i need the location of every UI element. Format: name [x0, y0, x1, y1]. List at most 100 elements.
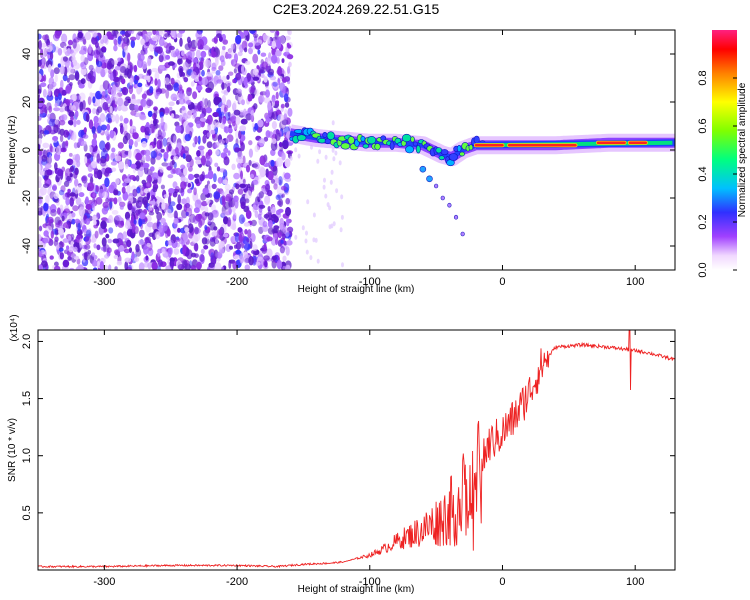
noise-speckle [147, 205, 153, 211]
noise-speckle [38, 164, 42, 173]
noise-speckle [288, 61, 292, 68]
noise-speckle [165, 265, 172, 270]
snr-ytick-label: 1.0 [21, 448, 33, 463]
noise-speckle [117, 142, 124, 149]
snr-xlabel: Height of straight line (km) [298, 584, 415, 595]
noise-speckle [63, 129, 70, 138]
noise-speckle [258, 138, 265, 147]
noise-speckle [84, 244, 91, 250]
noise-speckle [103, 244, 110, 253]
noise-speckle [122, 89, 126, 95]
noise-speckle [104, 89, 108, 98]
noise-speckle [271, 228, 278, 234]
noise-speckle [158, 259, 163, 267]
colorbar-gradient [712, 30, 737, 270]
spectrogram-xtick-label: 100 [626, 276, 644, 288]
noise-speckle [153, 137, 157, 146]
noise-speckle [187, 50, 192, 60]
noise-speckle [265, 86, 270, 91]
noise-speckle [309, 255, 313, 261]
noise-speckle [38, 73, 42, 82]
noise-speckle [110, 161, 117, 166]
noise-speckle [104, 68, 108, 74]
noise-speckle [79, 101, 84, 112]
noise-speckle [269, 75, 277, 81]
noise-speckle [259, 91, 267, 96]
noise-speckle [232, 261, 237, 270]
noise-speckle [168, 143, 172, 152]
noise-speckle [206, 114, 213, 125]
noise-speckle [236, 88, 242, 94]
noise-speckle [160, 184, 165, 190]
noise-speckle [194, 253, 199, 258]
noise-speckle [271, 54, 278, 64]
noise-speckle [117, 36, 122, 45]
noise-speckle [95, 197, 103, 205]
noise-speckle [78, 92, 86, 102]
noise-speckle [188, 231, 194, 239]
ridge-blob [322, 132, 328, 139]
noise-speckle [38, 40, 42, 50]
spectrogram-ylabel: Frequency (Hz) [7, 116, 18, 185]
noise-speckle [247, 93, 252, 102]
noise-speckle [228, 259, 232, 269]
noise-speckle [149, 145, 153, 151]
noise-speckle [181, 50, 185, 57]
noise-speckle [267, 68, 275, 76]
noise-speckle [264, 260, 268, 268]
noise-speckle [186, 87, 192, 92]
noise-speckle [89, 92, 93, 97]
noise-speckle [204, 224, 208, 231]
noise-speckle [192, 91, 198, 100]
noise-speckle [271, 138, 277, 145]
noise-speckle [118, 245, 124, 252]
noise-speckle [96, 261, 100, 266]
noise-speckle [69, 82, 73, 87]
noise-speckle [149, 200, 156, 205]
noise-speckle [279, 223, 284, 230]
noise-speckle [276, 157, 283, 167]
noise-speckle [131, 224, 136, 234]
noise-speckle [284, 264, 291, 270]
noise-speckle [93, 171, 100, 179]
spectrogram-xtick-label: -300 [93, 276, 115, 288]
noise-speckle [147, 56, 152, 66]
noise-speckle [113, 197, 118, 205]
snr-ytick-label: 0.5 [21, 505, 33, 520]
noise-speckle [249, 30, 256, 34]
noise-speckle [183, 166, 188, 176]
snr-xtick-label: 100 [626, 576, 644, 588]
noise-speckle [251, 122, 255, 128]
noise-speckle [244, 229, 248, 235]
noise-speckle [106, 123, 111, 131]
noise-speckle [329, 179, 333, 185]
noise-speckle [207, 170, 214, 180]
noise-speckle [85, 218, 91, 225]
noise-speckle [335, 188, 339, 194]
noise-speckle [59, 240, 63, 250]
noise-speckle [250, 186, 255, 192]
noise-speckle [339, 227, 343, 233]
noise-speckle [128, 84, 134, 95]
noise-speckle [218, 139, 225, 145]
noise-speckle [194, 199, 202, 210]
noise-speckle [108, 184, 115, 194]
noise-speckle [203, 45, 210, 51]
noise-speckle [324, 154, 328, 160]
noise-speckle [252, 125, 257, 133]
noise-speckle [163, 194, 169, 199]
noise-speckle [92, 192, 96, 198]
noise-speckle [73, 246, 78, 252]
noise-speckle [85, 236, 91, 245]
colorbar-ticks: 0.0 0.2 0.4 0.6 0.8 [697, 70, 737, 278]
noise-speckle [138, 201, 143, 207]
noise-speckle [77, 247, 81, 253]
noise-speckle [57, 93, 62, 100]
noise-speckle [101, 237, 107, 247]
noise-speckle [151, 125, 156, 134]
noise-speckle [241, 99, 245, 106]
noise-speckle [222, 233, 229, 238]
noise-speckle [259, 211, 263, 216]
noise-speckle [243, 30, 249, 36]
noise-speckle [160, 148, 165, 153]
